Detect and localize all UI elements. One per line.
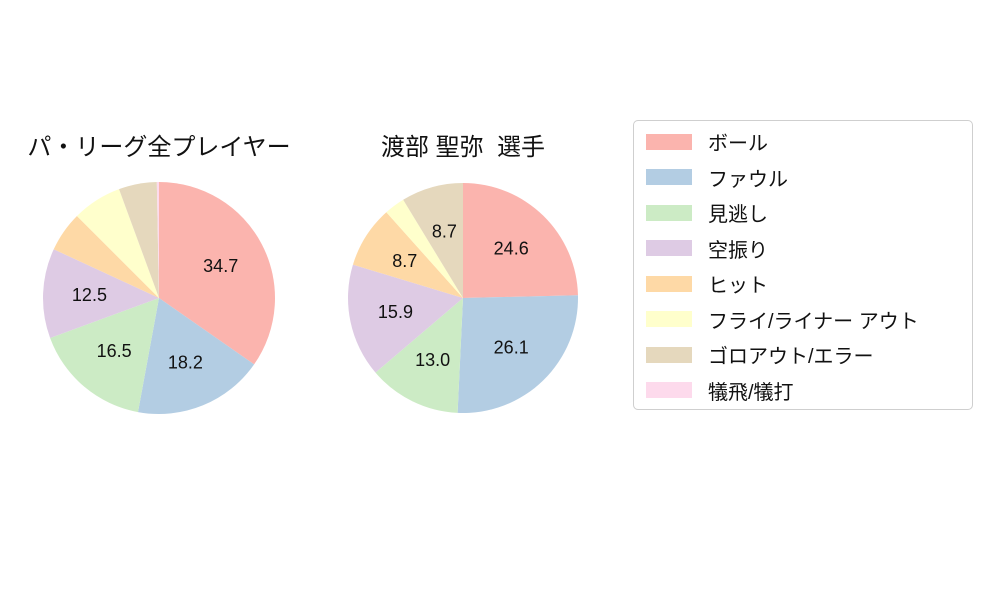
pie-slice-5	[76, 189, 159, 298]
pie-slice-2	[50, 298, 159, 413]
swatch-rect	[646, 311, 692, 328]
swatch-rect	[646, 275, 692, 292]
legend-label: 空振り	[708, 239, 768, 262]
pie-slice-6	[119, 182, 159, 298]
called-strike-swatch-icon	[646, 204, 692, 221]
legend-item-fly-liner-out: フライ/ライナー アウト	[634, 302, 972, 338]
legend-item-swinging-strike: 空振り	[634, 231, 972, 267]
pie-chart-player: 24.6 26.1 13.0 15.9 8.7 8.7	[348, 183, 579, 413]
fly-liner-out-swatch-icon	[646, 311, 692, 328]
pie-slice-4	[352, 212, 463, 298]
pie-slice-0	[463, 183, 578, 298]
swatch-rect	[646, 169, 692, 186]
swatch-rect	[646, 240, 692, 257]
sacrifice-swatch-icon	[646, 382, 692, 399]
pie-slice-label: 26.1	[494, 337, 529, 357]
pie-title-league: パ・リーグ全プレイヤー	[27, 134, 291, 161]
swatch-rect	[646, 133, 692, 150]
legend-label: ヒット	[708, 275, 768, 298]
groundout-error-swatch-icon	[646, 346, 692, 363]
pie-slice-2	[375, 298, 463, 413]
legend-item-foul: ファウル	[634, 160, 972, 196]
legend-item-called-strike: 見逃し	[634, 195, 972, 231]
legend-label: ゴロアウト/エラー	[708, 346, 874, 369]
pie-slice-0	[159, 182, 275, 365]
pie-slice-label: 12.5	[72, 285, 107, 305]
pie-slice-7	[156, 182, 159, 298]
pie-slice-1	[137, 298, 255, 414]
legend-item-sacrifice: 犠飛/犠打	[634, 373, 972, 409]
legend-item-groundout-error: ゴロアウト/エラー	[634, 337, 972, 373]
swatch-rect	[646, 346, 692, 363]
foul-swatch-icon	[646, 169, 692, 186]
pie-slice-label: 24.6	[494, 239, 529, 259]
hit-swatch-icon	[646, 275, 692, 292]
legend-label: ボール	[708, 133, 768, 156]
pie-slice-1	[457, 295, 579, 413]
ball-swatch-icon	[646, 133, 692, 150]
legend-label: ファウル	[708, 168, 788, 191]
pie-slice-label: 15.9	[378, 302, 413, 322]
pie-chart-league: 34.7 18.2 16.5 12.5	[43, 182, 275, 414]
pie-title-player: 渡部 聖弥 選手	[380, 134, 545, 161]
pie-slice-label: 34.7	[203, 256, 238, 276]
pie-slice-3	[43, 249, 159, 338]
legend-item-hit: ヒット	[634, 266, 972, 302]
swatch-rect	[646, 204, 692, 221]
pie-slice-label: 16.5	[97, 341, 132, 361]
swatch-rect	[646, 382, 692, 399]
pie-slice-label: 13.0	[415, 350, 450, 370]
pie-slice-5	[386, 199, 463, 298]
pie-slice-label: 8.7	[432, 222, 457, 242]
legend-label: 見逃し	[708, 204, 768, 227]
pie-slice-4	[53, 215, 160, 298]
legend-label: フライ/ライナー アウト	[708, 310, 919, 333]
legend-label: 犠飛/犠打	[708, 381, 794, 404]
legend-item-ball: ボール	[634, 124, 972, 160]
pie-slice-6	[403, 183, 463, 298]
legend: ボール ファウル 見逃し 空振り ヒット フライ/ライナー アウト ゴロアウト/…	[633, 120, 973, 410]
pie-slice-3	[348, 264, 463, 373]
swinging-strike-swatch-icon	[646, 240, 692, 257]
pie-slice-label: 18.2	[168, 352, 203, 372]
pie-slice-label: 8.7	[392, 251, 417, 271]
